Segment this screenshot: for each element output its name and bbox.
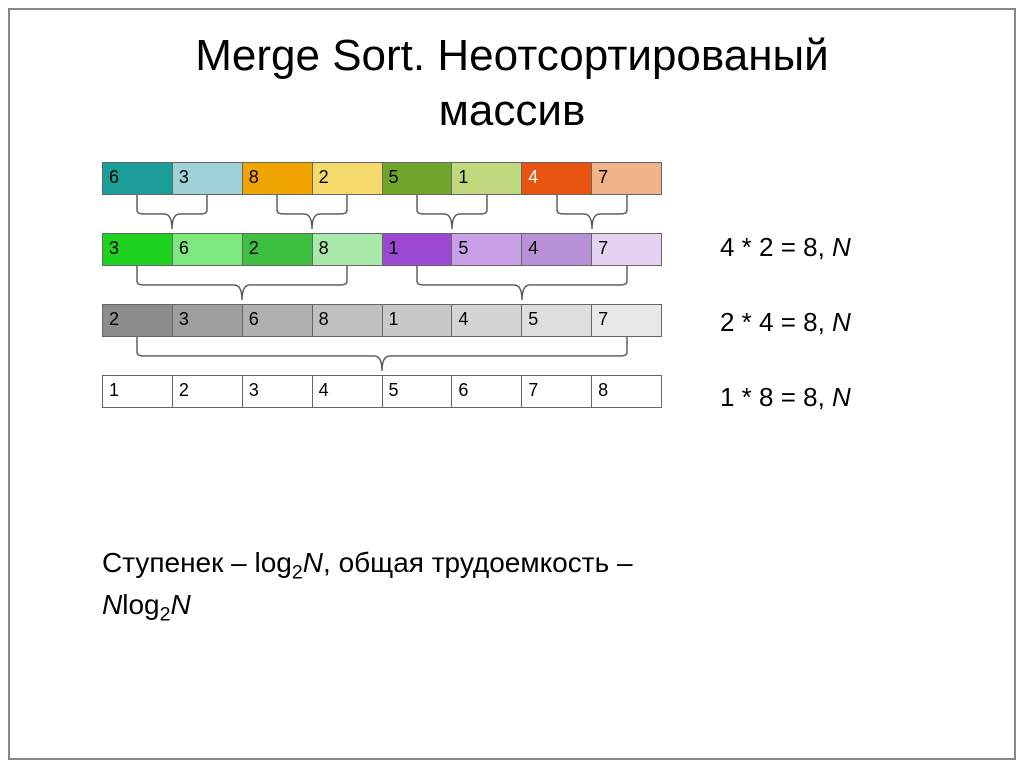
cell: 1 (383, 305, 453, 337)
brace (137, 337, 627, 371)
cell: 2 (103, 305, 173, 337)
cell: 3 (173, 163, 243, 195)
brace (417, 195, 487, 229)
cell: 3 (173, 305, 243, 337)
array-row-3: 12345678 (102, 375, 662, 408)
brace (137, 195, 207, 229)
brace (277, 195, 347, 229)
cell: 4 (313, 376, 383, 408)
cell: 8 (592, 376, 662, 408)
cell: 4 (452, 305, 522, 337)
cell: 8 (243, 163, 313, 195)
array-row-0: 63825147 (102, 162, 662, 195)
brace (137, 266, 347, 300)
brace-layer (102, 195, 662, 233)
step-label-3: 1 * 8 = 8, N (720, 382, 851, 413)
complexity-labels: 4 * 2 = 8, N 2 * 4 = 8, N 1 * 8 = 8, N (720, 232, 851, 457)
cell: 5 (452, 234, 522, 266)
cell: 2 (243, 234, 313, 266)
title-line-1: Merge Sort. Неотсортированый (195, 31, 829, 80)
cell: 6 (452, 376, 522, 408)
brace-svg (102, 193, 662, 233)
cell: 1 (452, 163, 522, 195)
cell: 1 (383, 234, 453, 266)
cell: 2 (313, 163, 383, 195)
cell: 7 (592, 163, 662, 195)
brace (417, 266, 627, 300)
cell: 2 (173, 376, 243, 408)
cell: 5 (522, 305, 592, 337)
step-label-1: 4 * 2 = 8, N (720, 232, 851, 263)
cell: 7 (592, 305, 662, 337)
merge-sort-diagram: 63825147362815472368145712345678 (102, 162, 662, 408)
brace-layer (102, 266, 662, 304)
cell: 7 (522, 376, 592, 408)
brace-svg (102, 335, 662, 375)
array-row-2: 23681457 (102, 304, 662, 337)
brace-layer (102, 337, 662, 375)
cell: 7 (592, 234, 662, 266)
cell: 6 (103, 163, 173, 195)
slide-title: Merge Sort. Неотсортированый массив (30, 28, 994, 138)
cell: 6 (243, 305, 313, 337)
brace (557, 195, 627, 229)
cell: 6 (173, 234, 243, 266)
cell: 1 (103, 376, 173, 408)
title-line-2: массив (439, 86, 586, 135)
cell: 3 (103, 234, 173, 266)
brace-svg (102, 264, 662, 304)
cell: 8 (313, 305, 383, 337)
cell: 3 (243, 376, 313, 408)
cell: 4 (522, 234, 592, 266)
cell: 5 (383, 163, 453, 195)
complexity-footer: Ступенек – log2N, общая трудоемкость – N… (102, 544, 882, 628)
cell: 8 (313, 234, 383, 266)
step-label-2: 2 * 4 = 8, N (720, 307, 851, 338)
cell: 5 (383, 376, 453, 408)
cell: 4 (522, 163, 592, 195)
array-row-1: 36281547 (102, 233, 662, 266)
